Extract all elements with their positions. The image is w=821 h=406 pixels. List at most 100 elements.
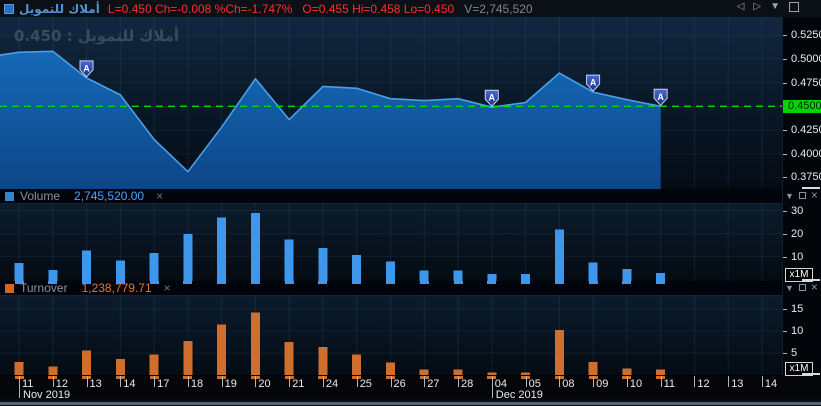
maximize-pane-icon[interactable]: [798, 284, 806, 291]
volume-unit-label: x1M: [785, 268, 813, 282]
volume-bar: [487, 274, 497, 281]
turnover-bar: [622, 368, 632, 375]
axis-tick: [783, 177, 787, 179]
x-axis-date-label: 21: [292, 378, 305, 390]
announcement-marker[interactable]: A: [653, 88, 668, 107]
x-axis-date-label: 25: [359, 378, 372, 390]
x-axis-tick: [593, 376, 595, 387]
turnover-bar-base: [588, 376, 598, 379]
volume-bar-base: [656, 281, 666, 284]
volume-bar: [521, 274, 531, 281]
volume-close-icon[interactable]: ×: [156, 189, 164, 203]
x-axis-tick: [120, 376, 122, 387]
maximize-pane-icon[interactable]: [789, 1, 799, 12]
scroll-left-icon[interactable]: ◁: [736, 1, 745, 12]
scrollbar-thumb[interactable]: [802, 279, 820, 281]
quote-stats: L=0.450 Ch=-0.008 %Ch=-1.747%: [107, 1, 293, 16]
volume-bar-base: [318, 281, 328, 284]
close-pane-icon[interactable]: ×: [810, 188, 818, 202]
maximize-pane-icon[interactable]: [798, 192, 806, 199]
volume-bar: [318, 247, 328, 281]
volume-bar: [352, 254, 362, 281]
turnover-bar: [656, 369, 666, 375]
x-axis-tick: [728, 376, 730, 387]
x-axis-date-label: 19: [224, 378, 237, 390]
volume-series-swatch: [5, 191, 14, 201]
volume-bar-base: [149, 281, 159, 284]
volume-bar: [554, 229, 564, 281]
x-axis-date-label: 14: [764, 378, 778, 390]
x-axis-date-label: 14: [123, 378, 136, 390]
price-line: [0, 50, 661, 173]
turnover-bar: [318, 346, 328, 375]
volume-bar-base: [419, 281, 429, 284]
volume-axis-label: 30: [791, 204, 804, 217]
turnover-axis-label: 5: [791, 347, 798, 359]
collapse-pane-icon[interactable]: ▼: [785, 282, 794, 293]
turnover-pane-controls: ▼ ×: [785, 280, 821, 294]
announcement-marker[interactable]: A: [586, 74, 601, 92]
volume-bar: [149, 253, 159, 281]
time-axis[interactable]: 11 12 13 14 17 18 19 20 21 24 25 26 27 28 04 05 08 09 10 11…: [0, 375, 821, 401]
volume-pane-value: 2,745,520.00: [74, 189, 145, 203]
volume-bar: [453, 270, 463, 281]
axis-tick: [783, 309, 787, 310]
x-axis-tick: [390, 376, 392, 387]
x-axis-tick: [289, 376, 291, 387]
volume-bar: [588, 262, 598, 281]
turnover-bar: [521, 372, 531, 375]
series-color-swatch: [4, 3, 14, 14]
announcement-marker[interactable]: A: [484, 89, 499, 107]
turnover-bar: [82, 350, 91, 375]
x-axis-date-label: 08: [562, 378, 575, 390]
turnover-axis-label: 10: [791, 325, 804, 337]
volume-bar-base: [385, 281, 395, 284]
announcement-marker[interactable]: A: [79, 60, 94, 78]
scroll-right-icon[interactable]: ▷: [753, 1, 762, 12]
announcement-marker-letter: A: [657, 92, 664, 102]
turnover-bar: [250, 312, 260, 375]
collapse-pane-icon[interactable]: ▼: [785, 190, 794, 201]
volume-bar-base: [622, 281, 632, 284]
axis-tick: [783, 233, 787, 235]
turnover-pane-title: Turnover: [20, 281, 68, 295]
x-axis-tick: [660, 376, 662, 387]
volume-bar: [386, 261, 395, 281]
volume-bar-base: [82, 281, 92, 284]
turnover-bar: [386, 362, 395, 375]
turnover-series-swatch: [5, 283, 14, 293]
turnover-bar-base: [48, 376, 58, 379]
x-axis-date-label: 20: [258, 378, 271, 390]
x-axis-tick: [187, 376, 189, 387]
x-axis-month-label: Nov 2019: [23, 389, 71, 401]
volume-chart[interactable]: [0, 189, 782, 281]
x-axis-date-label: 26: [393, 378, 406, 390]
volume-bar-base: [487, 281, 497, 284]
collapse-pane-icon[interactable]: ▼: [770, 1, 780, 12]
axis-tick: [783, 210, 787, 212]
volume-bar-base: [554, 281, 564, 284]
axis-tick: [783, 35, 787, 37]
close-pane-icon[interactable]: ×: [810, 280, 818, 294]
price-chart[interactable]: A A A A: [0, 17, 782, 189]
turnover-bar: [487, 372, 497, 375]
scrollbar-thumb[interactable]: [802, 372, 820, 375]
symbol-name: أملاك للتمويل: [19, 1, 100, 16]
volume-bar: [622, 268, 632, 281]
turnover-close-icon[interactable]: ×: [163, 281, 171, 295]
axis-tick: [783, 82, 787, 84]
volume-axis-label: 10: [791, 250, 804, 263]
x-axis-tick: [626, 376, 628, 387]
turnover-chart[interactable]: [0, 281, 782, 375]
x-axis-tick: [458, 376, 459, 387]
turnover-bar: [352, 354, 362, 375]
x-axis-tick: [86, 376, 88, 387]
horizontal-scrollbar[interactable]: [0, 402, 821, 405]
x-axis-tick: [559, 376, 561, 387]
turnover-bar: [453, 369, 463, 375]
scrollbar-thumb[interactable]: [802, 186, 820, 189]
x-axis-date-label: 27: [427, 378, 440, 390]
